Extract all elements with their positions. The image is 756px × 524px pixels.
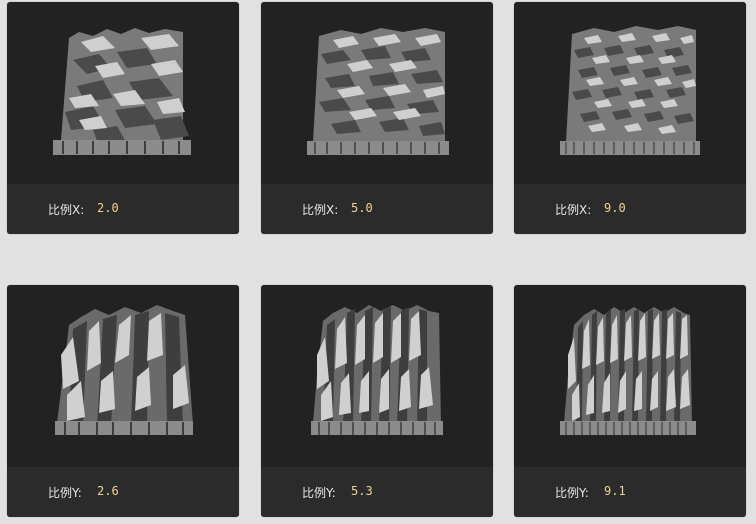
scale-value: 5.3 — [351, 484, 373, 498]
card-footer: 比例X: 2.0 — [7, 184, 239, 234]
terrain-preview — [261, 285, 493, 467]
scale-value: 2.0 — [97, 201, 119, 215]
scale-value: 5.0 — [351, 201, 373, 215]
scale-label: 比例Y: — [302, 486, 336, 500]
scale-label: 比例X: — [302, 203, 339, 217]
terrain-base — [307, 141, 449, 155]
terrain-card-scale-y-2[interactable]: 比例Y: 5.3 — [261, 285, 493, 517]
terrain-card-scale-x-3[interactable]: 比例X: 9.0 — [514, 2, 746, 234]
terrain-top — [560, 26, 700, 154]
scale-label: 比例X: — [48, 203, 85, 217]
card-footer: 比例Y: 5.3 — [261, 467, 493, 517]
terrain-top — [311, 305, 443, 433]
terrain-base — [53, 140, 191, 155]
terrain-base — [55, 421, 193, 435]
scale-value: 9.1 — [604, 484, 626, 498]
scale-value: 9.0 — [604, 201, 626, 215]
scale-label: 比例X: — [555, 203, 592, 217]
card-footer: 比例X: 5.0 — [261, 184, 493, 234]
terrain-card-scale-x-1[interactable]: 比例X: 2.0 — [7, 2, 239, 234]
scale-label: 比例Y: — [555, 486, 589, 500]
terrain-preview — [7, 285, 239, 467]
terrain-top — [560, 307, 696, 433]
terrain-card-scale-x-2[interactable]: 比例X: 5.0 — [261, 2, 493, 234]
terrain-preview — [514, 2, 746, 184]
scale-label: 比例Y: — [48, 486, 82, 500]
terrain-base — [560, 421, 696, 435]
terrain-top — [307, 28, 449, 154]
card-footer: 比例X: 9.0 — [514, 184, 746, 234]
card-footer: 比例Y: 2.6 — [7, 467, 239, 517]
terrain-card-scale-y-1[interactable]: 比例Y: 2.6 — [7, 285, 239, 517]
terrain-top — [53, 28, 191, 154]
scale-value: 2.6 — [97, 484, 119, 498]
terrain-preview — [514, 285, 746, 467]
terrain-top — [55, 305, 193, 433]
terrain-preview — [7, 2, 239, 184]
terrain-preview — [261, 2, 493, 184]
terrain-card-scale-y-3[interactable]: 比例Y: 9.1 — [514, 285, 746, 517]
card-footer: 比例Y: 9.1 — [514, 467, 746, 517]
terrain-base — [560, 141, 700, 155]
